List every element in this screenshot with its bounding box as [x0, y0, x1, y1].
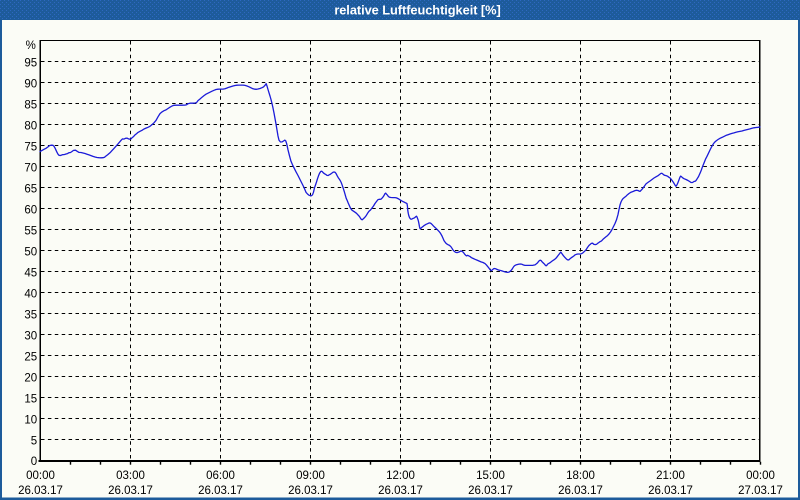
- svg-text:26.03.17: 26.03.17: [558, 485, 603, 497]
- svg-text:21:00: 21:00: [656, 470, 685, 482]
- svg-text:10: 10: [24, 415, 37, 427]
- svg-text:09:00: 09:00: [296, 470, 325, 482]
- svg-text:20: 20: [24, 373, 37, 385]
- svg-text:25: 25: [24, 352, 37, 364]
- svg-text:%: %: [26, 40, 36, 52]
- svg-text:26.03.17: 26.03.17: [648, 485, 693, 497]
- svg-text:06:00: 06:00: [206, 470, 235, 482]
- svg-text:55: 55: [24, 226, 37, 238]
- svg-text:5: 5: [31, 436, 37, 448]
- svg-text:00:00: 00:00: [26, 470, 55, 482]
- svg-text:45: 45: [24, 268, 37, 280]
- svg-text:26.03.17: 26.03.17: [468, 485, 513, 497]
- svg-text:40: 40: [24, 289, 37, 301]
- svg-text:50: 50: [24, 247, 37, 259]
- svg-text:95: 95: [24, 58, 37, 70]
- svg-text:85: 85: [24, 100, 37, 112]
- svg-text:26.03.17: 26.03.17: [378, 485, 423, 497]
- svg-text:26.03.17: 26.03.17: [108, 485, 153, 497]
- svg-text:60: 60: [24, 205, 37, 217]
- svg-text:00:00: 00:00: [746, 470, 775, 482]
- svg-text:75: 75: [24, 142, 37, 154]
- svg-text:26.03.17: 26.03.17: [288, 485, 333, 497]
- svg-text:15:00: 15:00: [476, 470, 505, 482]
- svg-text:30: 30: [24, 331, 37, 343]
- svg-text:18:00: 18:00: [566, 470, 595, 482]
- svg-text:26.03.17: 26.03.17: [18, 485, 63, 497]
- svg-text:65: 65: [24, 184, 37, 196]
- svg-text:0: 0: [31, 456, 37, 468]
- svg-text:80: 80: [24, 121, 37, 133]
- svg-text:90: 90: [24, 79, 37, 91]
- svg-text:12:00: 12:00: [386, 470, 415, 482]
- svg-text:70: 70: [24, 163, 37, 175]
- svg-text:26.03.17: 26.03.17: [198, 485, 243, 497]
- svg-text:15: 15: [24, 394, 37, 406]
- svg-text:relative Luftfeuchtigkeit [%]: relative Luftfeuchtigkeit [%]: [334, 2, 500, 17]
- svg-text:27.03.17: 27.03.17: [738, 485, 783, 497]
- svg-text:03:00: 03:00: [116, 470, 145, 482]
- svg-text:35: 35: [24, 310, 37, 322]
